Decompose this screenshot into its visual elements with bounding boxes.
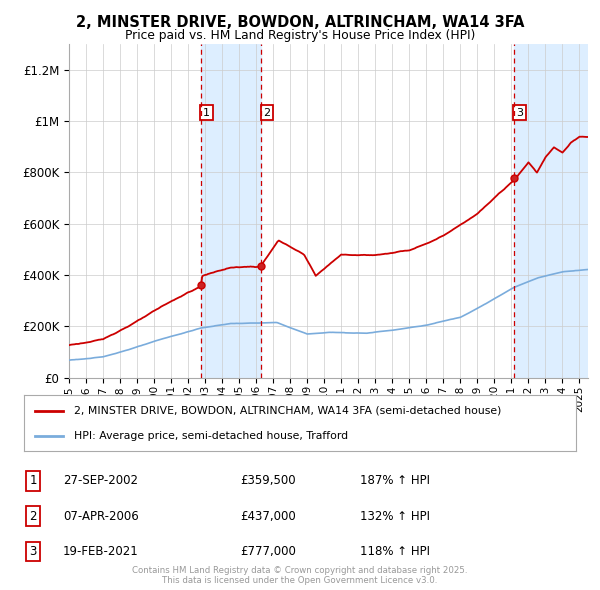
Text: 118% ↑ HPI: 118% ↑ HPI — [360, 545, 430, 558]
Text: 132% ↑ HPI: 132% ↑ HPI — [360, 510, 430, 523]
Text: £359,500: £359,500 — [240, 474, 296, 487]
Text: Price paid vs. HM Land Registry's House Price Index (HPI): Price paid vs. HM Land Registry's House … — [125, 29, 475, 42]
Text: 2: 2 — [263, 107, 271, 117]
Text: £437,000: £437,000 — [240, 510, 296, 523]
Text: 1: 1 — [29, 474, 37, 487]
Bar — [201, 44, 261, 378]
Text: 19-FEB-2021: 19-FEB-2021 — [63, 545, 139, 558]
Text: 2: 2 — [29, 510, 37, 523]
Bar — [514, 44, 588, 378]
Text: £777,000: £777,000 — [240, 545, 296, 558]
Text: 2, MINSTER DRIVE, BOWDON, ALTRINCHAM, WA14 3FA: 2, MINSTER DRIVE, BOWDON, ALTRINCHAM, WA… — [76, 15, 524, 30]
Text: 1: 1 — [203, 107, 210, 117]
Text: 27-SEP-2002: 27-SEP-2002 — [63, 474, 138, 487]
Text: 187% ↑ HPI: 187% ↑ HPI — [360, 474, 430, 487]
Text: 07-APR-2006: 07-APR-2006 — [63, 510, 139, 523]
Text: 3: 3 — [29, 545, 37, 558]
Text: 3: 3 — [516, 107, 523, 117]
Text: HPI: Average price, semi-detached house, Trafford: HPI: Average price, semi-detached house,… — [74, 431, 348, 441]
Text: Contains HM Land Registry data © Crown copyright and database right 2025.
This d: Contains HM Land Registry data © Crown c… — [132, 566, 468, 585]
Text: 2, MINSTER DRIVE, BOWDON, ALTRINCHAM, WA14 3FA (semi-detached house): 2, MINSTER DRIVE, BOWDON, ALTRINCHAM, WA… — [74, 406, 501, 416]
